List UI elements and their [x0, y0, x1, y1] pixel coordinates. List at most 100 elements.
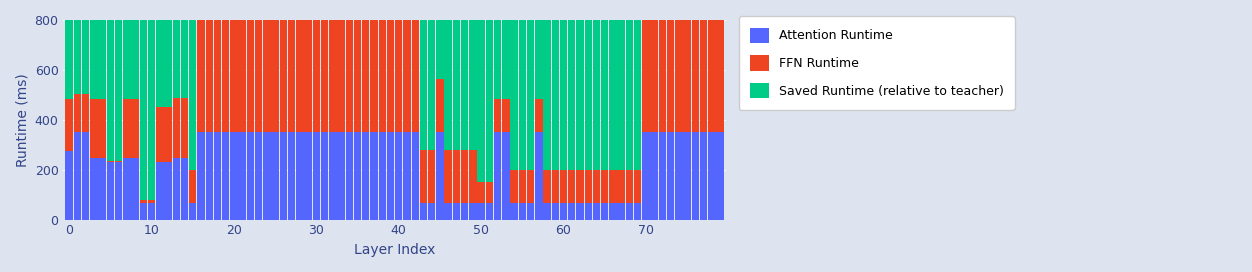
- Bar: [148, 203, 155, 220]
- Bar: [436, 79, 443, 132]
- Bar: [180, 158, 188, 220]
- Bar: [453, 150, 461, 203]
- Bar: [444, 203, 452, 220]
- Bar: [543, 170, 551, 203]
- Bar: [560, 20, 567, 170]
- Bar: [502, 20, 510, 98]
- Bar: [560, 203, 567, 220]
- Bar: [412, 132, 419, 220]
- Bar: [592, 203, 600, 220]
- Bar: [626, 203, 634, 220]
- Bar: [552, 203, 558, 220]
- Bar: [527, 203, 535, 220]
- Bar: [684, 132, 691, 220]
- Bar: [106, 20, 114, 161]
- Bar: [709, 20, 716, 132]
- Bar: [444, 20, 452, 150]
- Bar: [527, 20, 535, 170]
- Bar: [535, 132, 542, 220]
- Bar: [255, 20, 263, 132]
- Bar: [81, 94, 89, 132]
- Bar: [321, 20, 328, 132]
- Bar: [214, 132, 222, 220]
- Bar: [378, 20, 386, 132]
- Bar: [164, 20, 172, 107]
- Bar: [659, 20, 666, 132]
- Bar: [214, 20, 222, 132]
- Bar: [634, 203, 641, 220]
- Bar: [560, 170, 567, 203]
- Bar: [518, 203, 526, 220]
- Bar: [123, 158, 130, 220]
- Bar: [518, 20, 526, 170]
- Bar: [626, 170, 634, 203]
- Bar: [297, 20, 303, 132]
- Bar: [106, 161, 114, 162]
- Bar: [148, 20, 155, 200]
- Bar: [518, 170, 526, 203]
- Bar: [140, 20, 146, 200]
- Bar: [371, 132, 378, 220]
- Bar: [65, 151, 73, 220]
- Bar: [659, 132, 666, 220]
- Bar: [255, 132, 263, 220]
- Bar: [230, 132, 238, 220]
- Bar: [354, 20, 362, 132]
- Bar: [511, 20, 518, 170]
- Bar: [238, 20, 245, 132]
- Bar: [419, 203, 427, 220]
- Bar: [617, 170, 625, 203]
- Bar: [716, 20, 724, 132]
- Bar: [173, 20, 180, 98]
- Bar: [131, 20, 139, 99]
- Bar: [493, 20, 501, 98]
- Bar: [321, 132, 328, 220]
- Bar: [346, 132, 353, 220]
- Bar: [156, 162, 164, 220]
- Bar: [205, 20, 213, 132]
- Bar: [123, 99, 130, 158]
- Bar: [412, 20, 419, 132]
- Bar: [189, 20, 197, 170]
- Bar: [470, 150, 477, 203]
- Bar: [189, 170, 197, 203]
- Bar: [74, 20, 81, 94]
- Bar: [634, 20, 641, 170]
- Bar: [502, 132, 510, 220]
- Bar: [337, 132, 344, 220]
- Bar: [461, 20, 468, 150]
- Bar: [477, 20, 485, 182]
- Bar: [99, 158, 106, 220]
- Bar: [592, 20, 600, 170]
- Bar: [337, 20, 344, 132]
- Bar: [304, 20, 312, 132]
- Bar: [543, 203, 551, 220]
- Bar: [576, 170, 583, 203]
- Bar: [173, 158, 180, 220]
- Bar: [552, 20, 558, 170]
- Bar: [535, 98, 542, 132]
- Bar: [272, 132, 279, 220]
- Bar: [279, 20, 287, 132]
- Bar: [164, 162, 172, 220]
- Bar: [716, 132, 724, 220]
- Bar: [486, 203, 493, 220]
- Bar: [378, 132, 386, 220]
- Bar: [164, 107, 172, 162]
- Bar: [346, 20, 353, 132]
- Bar: [667, 132, 675, 220]
- Bar: [576, 203, 583, 220]
- Bar: [470, 20, 477, 150]
- Bar: [552, 170, 558, 203]
- Bar: [115, 20, 123, 161]
- Bar: [140, 203, 146, 220]
- Bar: [173, 98, 180, 158]
- Bar: [106, 162, 114, 220]
- Bar: [610, 20, 617, 170]
- X-axis label: Layer Index: Layer Index: [354, 243, 436, 257]
- Bar: [585, 170, 592, 203]
- Bar: [396, 20, 402, 132]
- Bar: [592, 170, 600, 203]
- Bar: [198, 132, 205, 220]
- Bar: [470, 203, 477, 220]
